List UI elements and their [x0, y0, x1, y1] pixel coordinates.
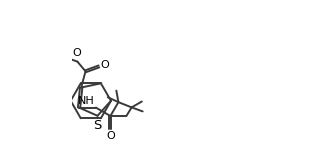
Text: S: S: [93, 119, 102, 132]
Text: O: O: [101, 60, 109, 70]
Text: O: O: [106, 131, 115, 141]
Text: NH: NH: [78, 96, 95, 106]
Text: O: O: [72, 48, 81, 58]
